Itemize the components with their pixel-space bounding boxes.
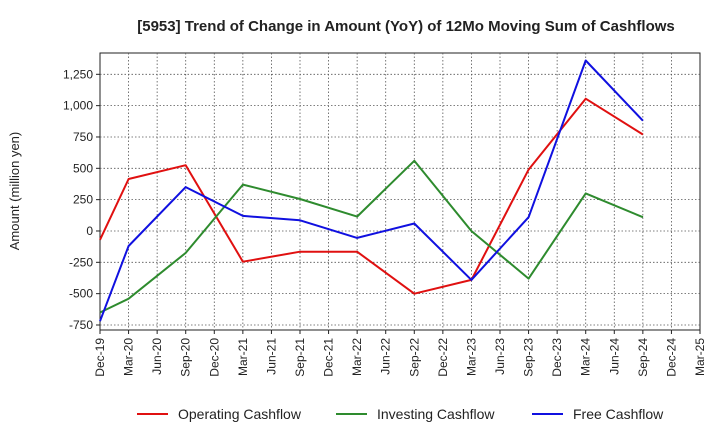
y-tick-label: 250: [73, 193, 93, 207]
series-line-investing-cashflow: [99, 159, 644, 314]
y-tick-label: 500: [73, 161, 93, 175]
y-tick-label: 750: [73, 130, 93, 144]
x-tick-label: Dec-24: [664, 338, 678, 377]
x-tick-label: Sep-21: [293, 338, 307, 377]
x-tick-label: Sep-22: [407, 338, 421, 377]
x-tick-label: Mar-25: [693, 338, 707, 376]
x-tick-label: Jun-24: [607, 338, 621, 375]
x-tick-label: Dec-20: [207, 338, 221, 377]
y-axis: -750 -500 -250 0 250 500 750 1,000 1,250: [63, 67, 100, 332]
x-tick-label: Sep-24: [636, 338, 650, 377]
x-tick-label: Mar-21: [236, 338, 250, 376]
y-axis-label: Amount (million yen): [7, 132, 22, 251]
x-tick-label: Dec-23: [550, 338, 564, 377]
series-line-free-cashflow: [99, 59, 644, 322]
x-tick-label: Sep-20: [179, 338, 193, 377]
y-tick-label: 1,250: [63, 67, 93, 81]
x-tick-label: Jun-22: [379, 338, 393, 375]
y-tick-label: 0: [86, 224, 93, 238]
x-tick-label: Jun-20: [150, 338, 164, 375]
y-tick-label: 1,000: [63, 99, 93, 113]
x-tick-label: Mar-24: [579, 338, 593, 376]
x-tick-label: Sep-23: [522, 338, 536, 377]
x-tick-label: Mar-23: [464, 338, 478, 376]
legend-label-operating-cashflow: Operating Cashflow: [178, 406, 302, 422]
x-tick-label: Mar-20: [122, 338, 136, 376]
x-tick-label: Mar-22: [350, 338, 364, 376]
x-axis: Dec-19 Mar-20 Jun-20 Sep-20 Dec-20 Mar-21 Jun-…: [93, 330, 707, 377]
legend: Operating Cashflow Investing Cashflow Free…: [137, 406, 664, 422]
legend-label-free-cashflow: Free Cashflow: [573, 406, 664, 422]
y-tick-label: -750: [69, 318, 93, 332]
x-tick-label: Jun-21: [264, 338, 278, 375]
x-tick-label: Dec-21: [322, 338, 336, 377]
y-tick-label: -250: [69, 255, 93, 269]
series-lines: [99, 59, 644, 322]
legend-label-investing-cashflow: Investing Cashflow: [377, 406, 495, 422]
x-tick-label: Jun-23: [493, 338, 507, 375]
x-tick-label: Dec-22: [436, 338, 450, 377]
plot-area: [99, 52, 701, 331]
y-tick-label: -500: [69, 287, 93, 301]
series-line-operating-cashflow: [99, 97, 644, 295]
x-tick-label: Dec-19: [93, 338, 107, 377]
chart-title: [5953] Trend of Change in Amount (YoY) o…: [137, 18, 675, 35]
